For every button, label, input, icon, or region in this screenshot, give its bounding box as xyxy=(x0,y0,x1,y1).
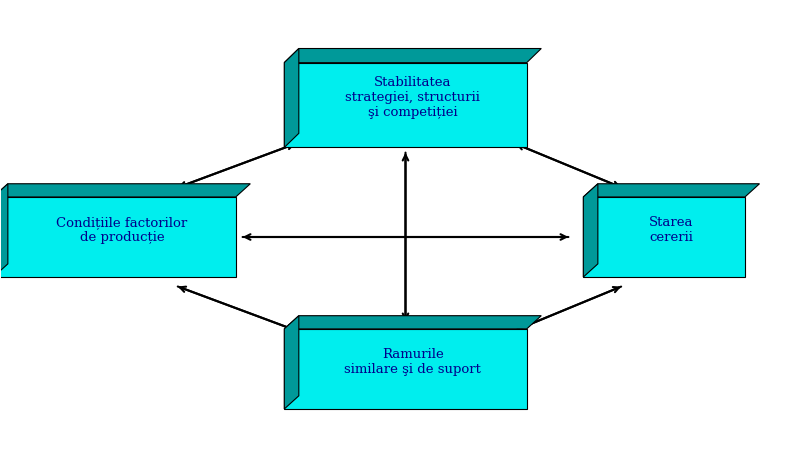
FancyBboxPatch shape xyxy=(583,197,745,277)
Text: Condițiile factorilor
de producție: Condițiile factorilor de producție xyxy=(56,217,187,245)
FancyBboxPatch shape xyxy=(285,329,526,409)
Polygon shape xyxy=(285,316,298,409)
Polygon shape xyxy=(285,48,541,63)
Polygon shape xyxy=(0,184,251,197)
Polygon shape xyxy=(583,184,759,197)
Text: Stabilitatea
strategiei, structurii
şi competiției: Stabilitatea strategiei, structurii şi c… xyxy=(345,76,480,119)
Polygon shape xyxy=(0,184,8,277)
Polygon shape xyxy=(285,48,298,147)
FancyBboxPatch shape xyxy=(285,63,526,147)
Text: Ramurile
similare şi de suport: Ramurile similare şi de suport xyxy=(345,348,481,376)
Polygon shape xyxy=(285,316,541,329)
Text: Starea
cererii: Starea cererii xyxy=(649,217,693,245)
Polygon shape xyxy=(583,184,598,277)
FancyBboxPatch shape xyxy=(0,197,236,277)
